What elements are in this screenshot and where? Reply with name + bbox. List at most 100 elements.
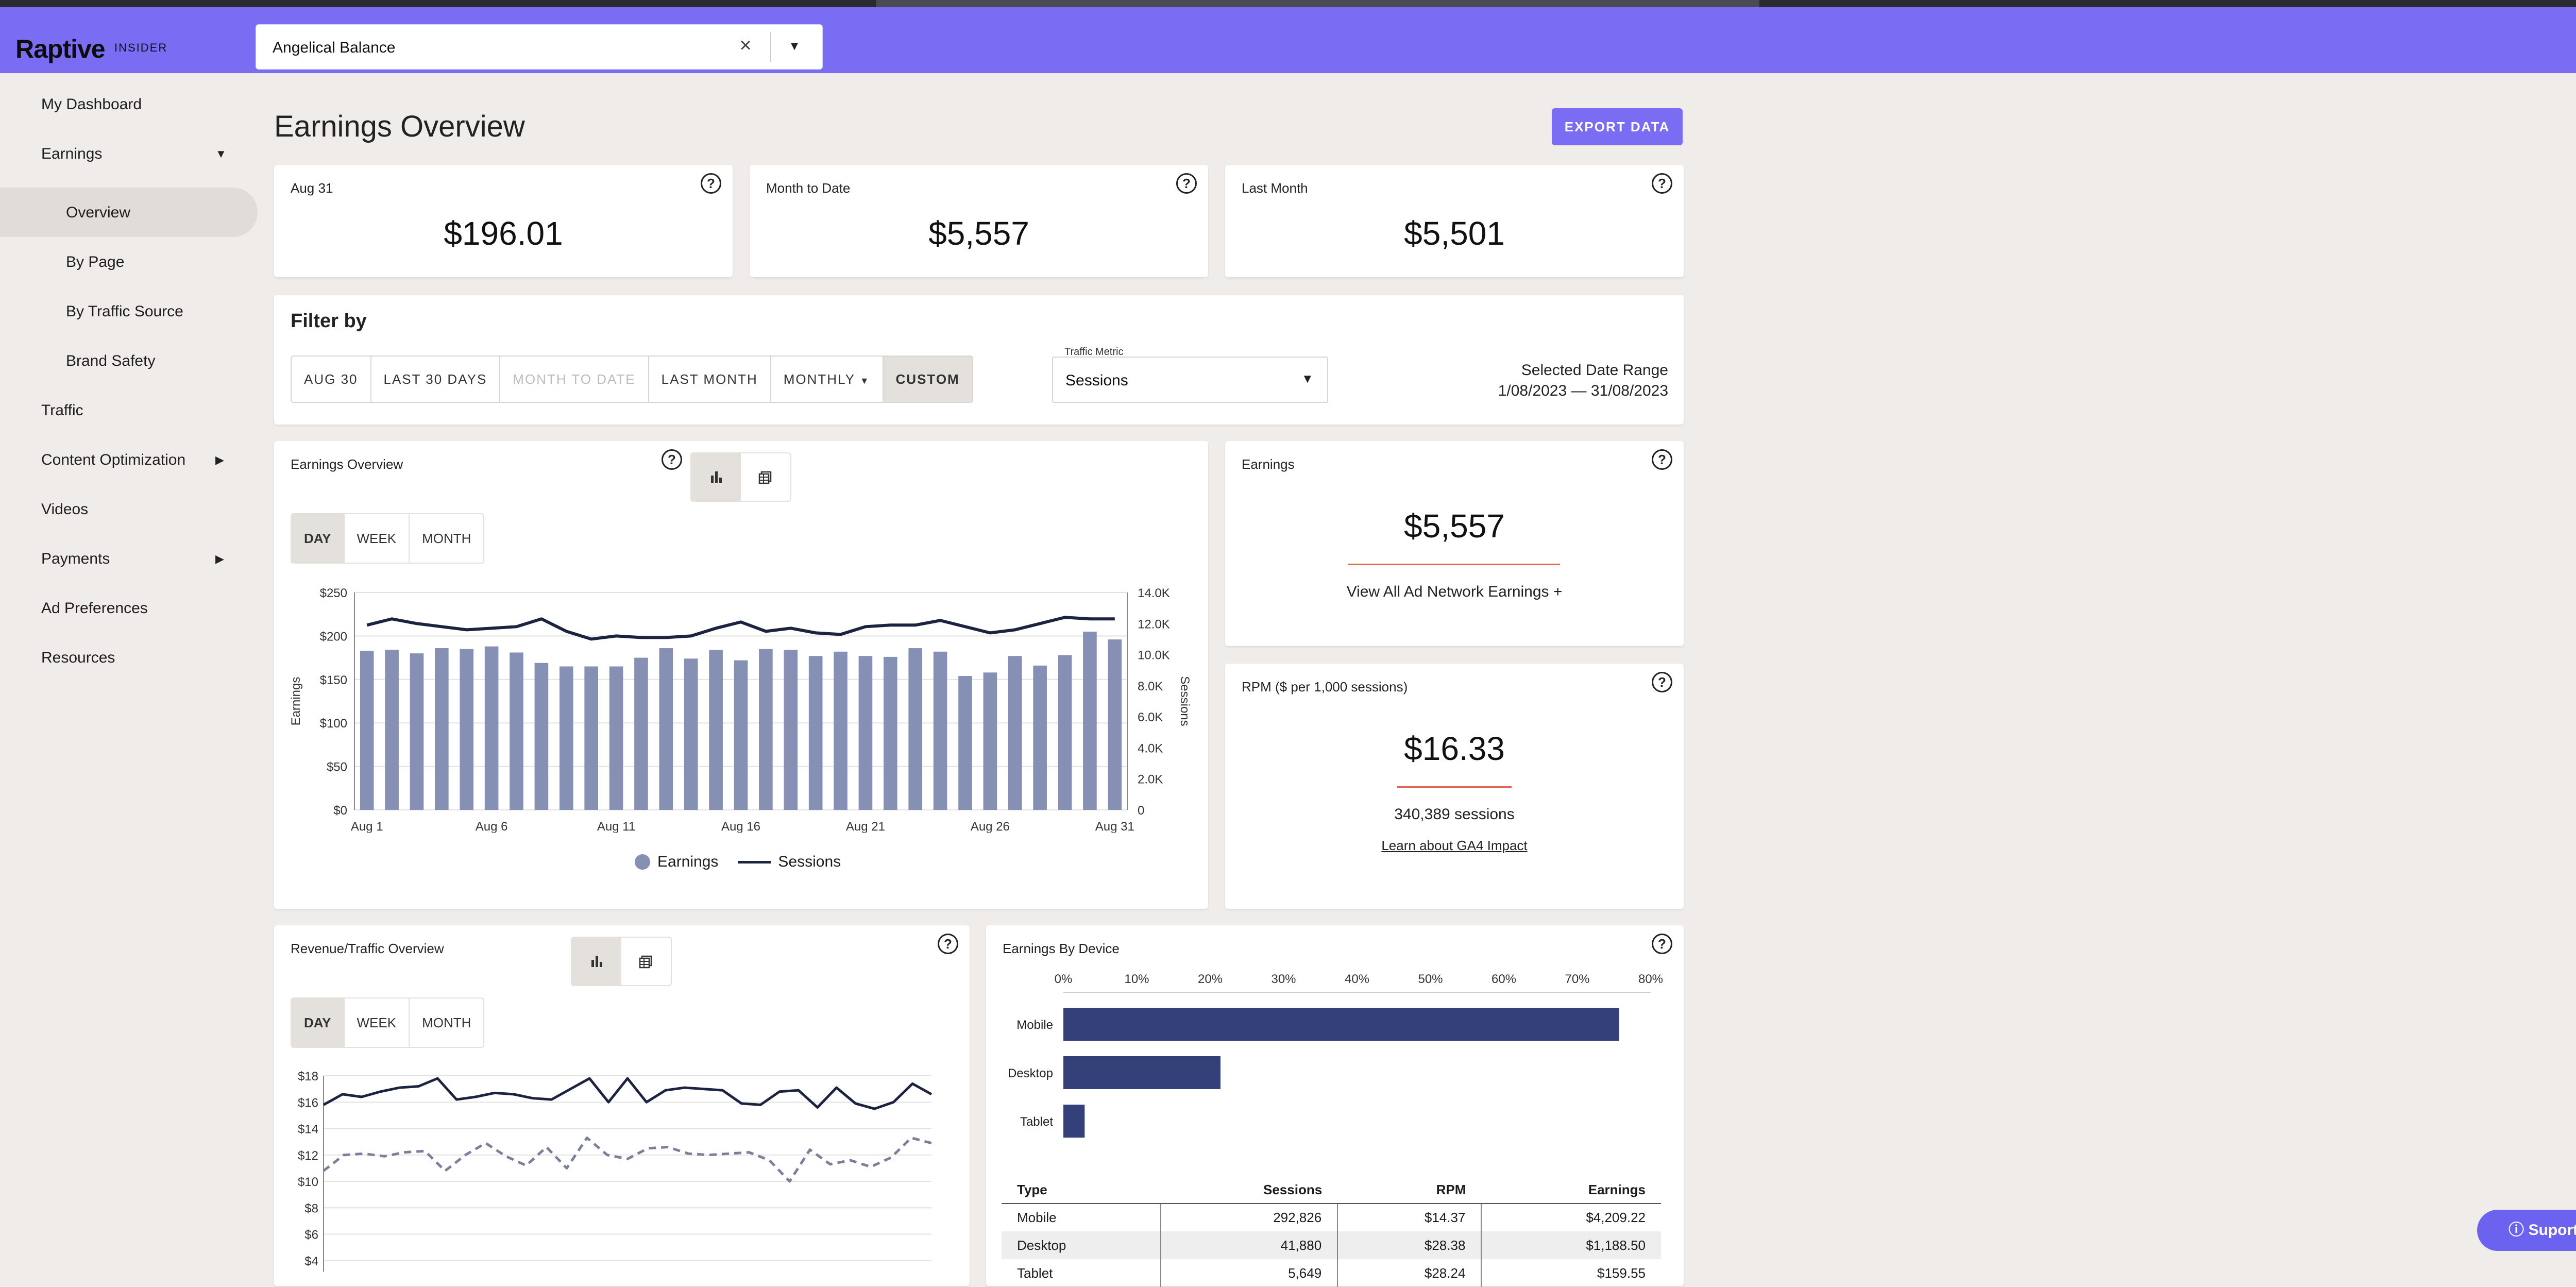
bar-earnings: [560, 666, 573, 810]
sidebar-item-content-optimization[interactable]: Content Optimization: [41, 451, 185, 469]
sidebar-item-traffic[interactable]: Traffic: [41, 402, 83, 419]
cell-sessions: 292,826: [1161, 1204, 1338, 1231]
column-header-type[interactable]: Type: [1002, 1177, 1161, 1204]
export-data-button[interactable]: EXPORT DATA: [1552, 108, 1683, 145]
bar-earnings: [709, 650, 723, 810]
chevron-down-icon[interactable]: ▼: [215, 147, 227, 161]
filter-custom-button[interactable]: CUSTOM: [884, 357, 972, 402]
filter-card: Filter by AUG 30 LAST 30 DAYS MONTH TO D…: [274, 295, 1684, 425]
y-tick-label: $18: [298, 1070, 318, 1083]
site-selector[interactable]: Angelical Balance × ▼: [256, 24, 823, 70]
revenue-traffic-chart: $2$4$6$8$10$12$14$16$18: [274, 1059, 970, 1272]
sidebar-item-earnings[interactable]: Earnings: [41, 145, 102, 163]
cell-rpm: $28.38: [1337, 1231, 1481, 1259]
filter-last-month-button[interactable]: LAST MONTH: [649, 357, 771, 402]
period-week-button[interactable]: WEEK: [345, 514, 410, 563]
learn-ga4-impact-link[interactable]: Learn about GA4 Impact: [1225, 838, 1684, 854]
column-header-rpm[interactable]: RPM: [1337, 1177, 1481, 1204]
filter-monthly-button[interactable]: MONTHLY ▼: [771, 357, 884, 402]
logo-subtitle: INSIDER: [114, 41, 167, 55]
traffic-metric-select[interactable]: Sessions ▼: [1052, 357, 1328, 403]
y2-tick-label: 4.0K: [1138, 741, 1163, 755]
help-icon[interactable]: ?: [1652, 672, 1672, 692]
summary-card-month-to-date: Month to Date ? $5,557: [750, 165, 1208, 277]
cell-type: Desktop: [1002, 1231, 1161, 1259]
table-row: Desktop 41,880 $28.38 $1,188.50: [1002, 1231, 1661, 1259]
filter-last-30-days-button[interactable]: LAST 30 DAYS: [371, 357, 501, 402]
top-bar: Raptive INSIDER Angelical Balance × ▼: [0, 7, 2576, 73]
table-icon[interactable]: [741, 453, 790, 501]
sidebar-item-brand-safety[interactable]: Brand Safety: [66, 352, 155, 370]
y2-tick-label: 10.0K: [1138, 649, 1170, 663]
period-day-button[interactable]: DAY: [292, 514, 345, 563]
support-button[interactable]: ⓘ Suporte: [2477, 1210, 2576, 1251]
help-icon[interactable]: ?: [938, 934, 958, 954]
site-selector-value: Angelical Balance: [273, 39, 396, 57]
chevron-right-icon[interactable]: ▶: [215, 453, 224, 467]
category-label: Desktop: [1008, 1066, 1053, 1080]
device-bar-chart: 0%10%20%30%40%50%60%70%80%MobileDesktopT…: [986, 961, 1684, 1167]
legend-swatch-earnings: [635, 854, 650, 870]
cell-earnings: $159.55: [1481, 1259, 1661, 1287]
sidebar-item-resources[interactable]: Resources: [41, 649, 115, 667]
filter-aug-30-button[interactable]: AUG 30: [292, 357, 371, 402]
sidebar-item-overview[interactable]: Overview: [66, 204, 130, 222]
sidebar-item-my-dashboard[interactable]: My Dashboard: [41, 96, 142, 113]
help-icon[interactable]: ?: [1176, 173, 1197, 194]
sidebar-item-videos[interactable]: Videos: [41, 501, 88, 518]
period-month-button[interactable]: MONTH: [410, 998, 483, 1047]
logo[interactable]: Raptive: [15, 34, 105, 64]
date-filter-buttons: AUG 30 LAST 30 DAYS MONTH TO DATE LAST M…: [291, 355, 973, 403]
column-header-sessions[interactable]: Sessions: [1161, 1177, 1338, 1204]
bar-earnings: [535, 663, 549, 810]
browser-tab-active[interactable]: [876, 0, 1759, 7]
filter-month-to-date-button[interactable]: MONTH TO DATE: [500, 357, 649, 402]
page-title: Earnings Overview: [274, 109, 525, 144]
bar-earnings: [958, 676, 972, 810]
sidebar-item-by-traffic-source[interactable]: By Traffic Source: [66, 303, 183, 320]
chevron-right-icon[interactable]: ▶: [215, 552, 224, 566]
category-label: Tablet: [1020, 1115, 1053, 1129]
summary-card-last-month: Last Month ? $5,501: [1225, 165, 1684, 277]
view-ad-network-earnings-link[interactable]: View All Ad Network Earnings +: [1225, 583, 1684, 601]
x-tick-label: 20%: [1198, 972, 1223, 986]
bar-chart-icon[interactable]: [691, 453, 741, 501]
chevron-down-icon: ▼: [1301, 372, 1314, 386]
filter-title: Filter by: [291, 310, 367, 332]
chevron-down-icon[interactable]: ▼: [787, 39, 802, 55]
earnings-overview-card: Earnings Overview ? DAY WEEK MONTH $0$50…: [274, 441, 1208, 909]
sidebar-item-ad-preferences[interactable]: Ad Preferences: [41, 600, 148, 617]
period-week-button[interactable]: WEEK: [345, 998, 410, 1047]
help-icon[interactable]: ?: [701, 173, 721, 194]
help-icon[interactable]: ?: [1652, 934, 1672, 954]
clear-icon[interactable]: ×: [735, 35, 756, 56]
legend-label-sessions: Sessions: [778, 853, 841, 871]
y-tick-label: $4: [304, 1255, 318, 1268]
period-month-button[interactable]: MONTH: [410, 514, 483, 563]
date-range-value: 1/08/2023 — 31/08/2023: [1498, 382, 1668, 400]
bar-earnings: [1033, 666, 1047, 810]
cell-rpm: $14.37: [1337, 1204, 1481, 1231]
help-icon[interactable]: ?: [1652, 173, 1672, 194]
date-range-label: Selected Date Range: [1521, 362, 1668, 379]
table-icon[interactable]: [621, 938, 671, 985]
period-day-button[interactable]: DAY: [292, 998, 345, 1047]
sidebar-item-payments[interactable]: Payments: [41, 550, 110, 568]
sidebar: My Dashboard Earnings ▼ Overview By Page…: [0, 73, 263, 1272]
help-icon[interactable]: ?: [662, 449, 682, 470]
bar-earnings: [609, 666, 623, 810]
value-underline: [1348, 564, 1560, 565]
column-header-earnings[interactable]: Earnings: [1481, 1177, 1661, 1204]
help-icon[interactable]: ?: [1652, 449, 1672, 470]
traffic-metric-value: Sessions: [1065, 372, 1128, 390]
card-title: RPM ($ per 1,000 sessions): [1242, 679, 1408, 695]
sidebar-item-by-page[interactable]: By Page: [66, 253, 124, 271]
bar-chart-icon[interactable]: [572, 938, 621, 985]
y-tick-label: $12: [298, 1149, 318, 1163]
bar-earnings: [684, 658, 698, 810]
earnings-chart: $0$50$100$150$200$25002.0K4.0K6.0K8.0K10…: [274, 575, 1208, 833]
bar-earnings: [859, 656, 873, 810]
bar-device: [1063, 1008, 1619, 1041]
y2-tick-label: 6.0K: [1138, 710, 1163, 724]
card-label: Month to Date: [766, 180, 850, 196]
